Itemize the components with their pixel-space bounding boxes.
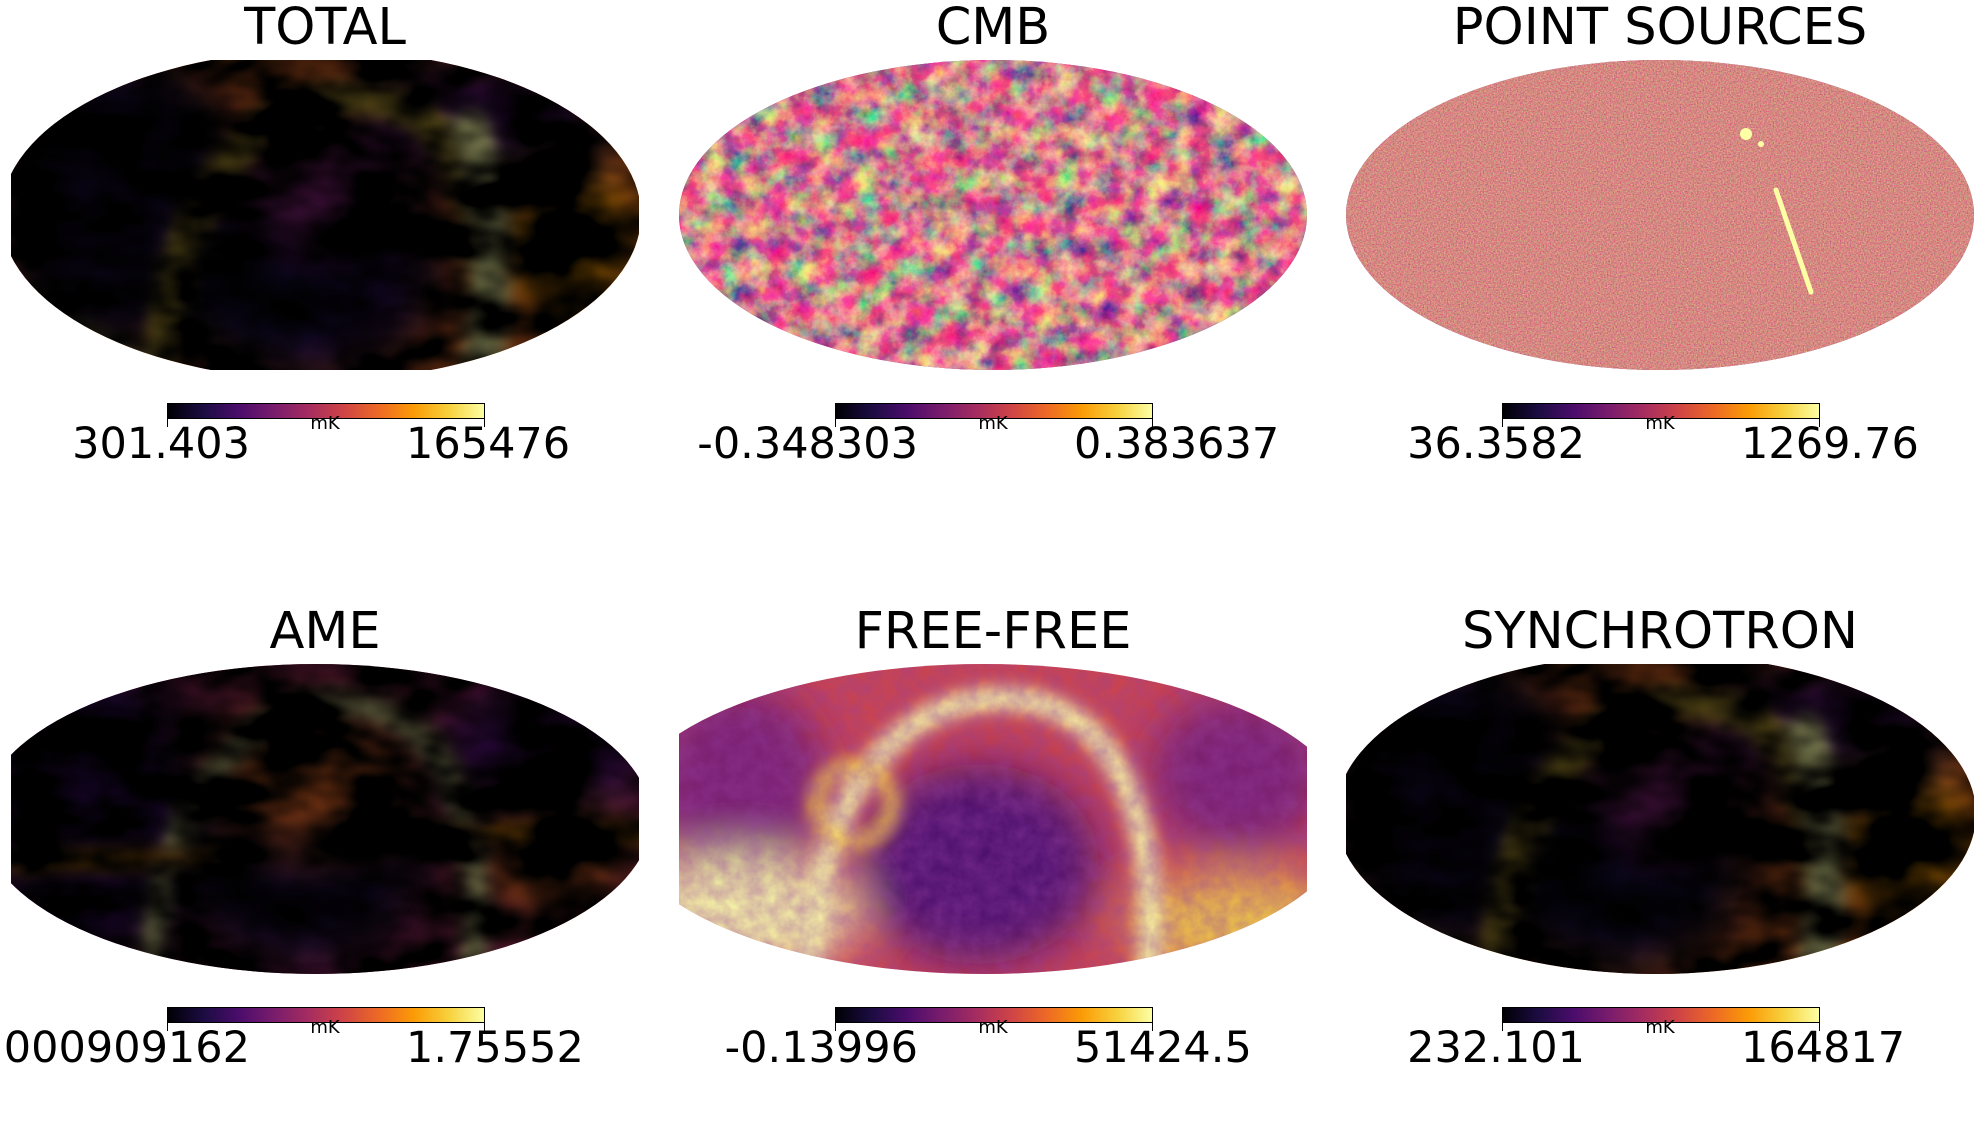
colorbar-tick-min [1502, 1022, 1503, 1031]
colorbar-unit: mK [1645, 413, 1675, 434]
panel-title: POINT SOURCES [1452, 0, 1868, 57]
colorbar [1502, 403, 1820, 419]
colorbar-min-label: 301.403 [72, 419, 250, 469]
colorbar-max-label: 1269.76 [1741, 419, 1919, 469]
colorbar [835, 403, 1153, 419]
panel-total: TOTAL mK 301.403 165476 [5, 0, 645, 520]
colorbar-tick-min [167, 418, 168, 427]
colorbar [167, 403, 485, 419]
colorbar-min-label: 232.101 [1407, 1023, 1585, 1073]
panel-title: AME [269, 602, 381, 661]
panel-free-free: FREE-FREE mK -0.13996 51424.5 [673, 604, 1313, 1124]
colorbar-tick-min [1502, 418, 1503, 427]
colorbar-unit: mK [310, 1017, 340, 1038]
mollweide-map-cmb [679, 60, 1307, 370]
colorbar-unit: mK [1645, 1017, 1675, 1038]
colorbar-min-label: 36.3582 [1407, 419, 1585, 469]
colorbar-max-label: 1.75552 [406, 1023, 584, 1073]
mollweide-map-synchrotron [1346, 664, 1974, 974]
panel-title: TOTAL [244, 0, 406, 57]
colorbar-unit: mK [978, 1017, 1008, 1038]
colorbar-max-label: 51424.5 [1074, 1023, 1252, 1073]
colorbar-min-label: 0.000909162 [0, 1023, 250, 1073]
panel-synchrotron: SYNCHROTRON mK 232.101 164817 [1340, 604, 1980, 1124]
colorbar-unit: mK [310, 413, 340, 434]
panel-title: CMB [935, 0, 1051, 57]
colorbar-min-label: -0.13996 [724, 1023, 918, 1073]
mollweide-map-ame [11, 664, 639, 974]
colorbar-tick-max [1819, 418, 1820, 427]
colorbar-max-label: 0.383637 [1074, 419, 1280, 469]
panel-ame: AME mK 0.000909162 1.75552 [0, 602, 645, 1124]
panel-cmb: CMB mK -0.348303 0.383637 [673, 0, 1313, 520]
mollweide-map-point-sources [1346, 60, 1974, 370]
colorbar-tick-min [835, 1022, 836, 1031]
colorbar-tick-min [835, 418, 836, 427]
colorbar [167, 1007, 485, 1023]
colorbar-tick-max [1819, 1022, 1820, 1031]
mollweide-map-free-free [679, 664, 1307, 974]
colorbar-max-label: 165476 [406, 419, 571, 469]
colorbar-tick-max [1152, 418, 1153, 427]
colorbar-tick-max [484, 1022, 485, 1031]
mollweide-map-total [11, 60, 639, 370]
colorbar-max-label: 164817 [1741, 1023, 1906, 1073]
colorbar-unit: mK [978, 413, 1008, 434]
panel-title: FREE-FREE [854, 602, 1132, 661]
colorbar-tick-max [484, 418, 485, 427]
colorbar [1502, 1007, 1820, 1023]
colorbar-min-label: -0.348303 [697, 419, 918, 469]
colorbar-tick-max [1152, 1022, 1153, 1031]
panel-point-sources: POINT SOURCES mK 36.3582 1269.76 [1340, 0, 1980, 520]
colorbar-tick-min [167, 1022, 168, 1031]
panel-title: SYNCHROTRON [1461, 602, 1859, 661]
colorbar [835, 1007, 1153, 1023]
